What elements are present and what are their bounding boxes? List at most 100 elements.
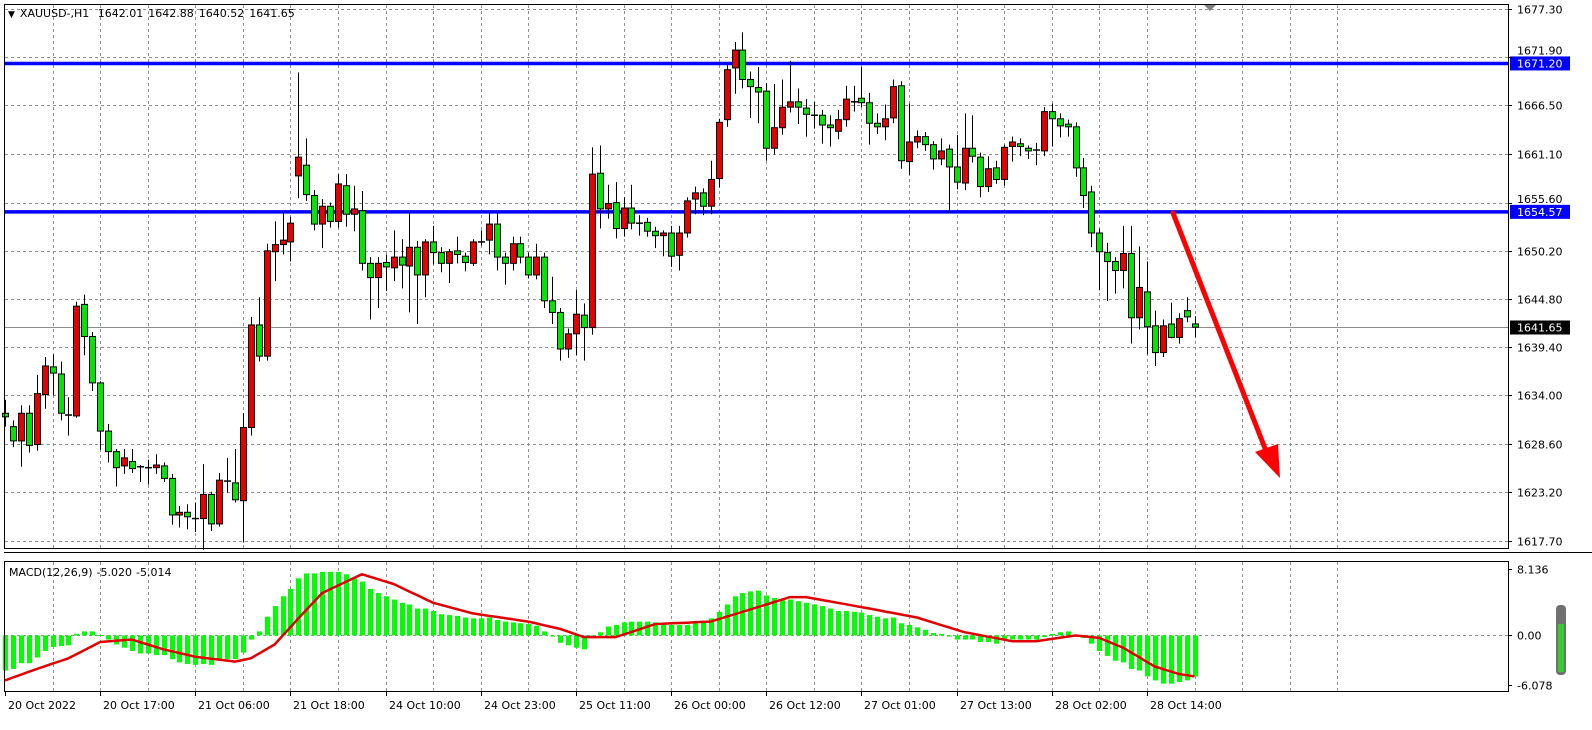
candle-body (58, 373, 65, 414)
triangle-down-icon[interactable]: ▼ (8, 10, 15, 20)
candle-body (42, 365, 49, 396)
macd-histogram-bar (907, 624, 912, 636)
macd-histogram-bar (653, 622, 658, 636)
indicator-scale-widget[interactable] (1556, 605, 1566, 675)
macd-histogram-bar (1161, 635, 1166, 684)
price-panel-frame (4, 4, 1509, 549)
macd-histogram-bar (622, 622, 627, 636)
candle-body (462, 255, 469, 263)
macd-histogram-bar (98, 635, 103, 637)
macd-histogram-bar (1050, 633, 1055, 636)
candle-body (1104, 252, 1111, 263)
candle (1001, 144, 1008, 186)
candle (383, 254, 390, 292)
candle (1041, 107, 1048, 157)
macd-histogram-bar (82, 631, 87, 636)
macd-histogram-bar (733, 596, 738, 636)
candle-body (430, 241, 437, 254)
macd-histogram-bar (1153, 635, 1158, 681)
candle (10, 420, 17, 448)
candle (541, 252, 548, 308)
macd-histogram-bar (368, 588, 373, 636)
candle (938, 138, 945, 166)
candle (406, 212, 413, 313)
level-price-badge (1510, 204, 1570, 219)
candle (851, 85, 858, 112)
macd-histogram-bar (241, 635, 246, 653)
macd-histogram-bar (344, 574, 349, 636)
macd-histogram-bar (883, 618, 888, 636)
candle-body (89, 336, 96, 384)
candle (248, 316, 255, 436)
candle-body (264, 250, 271, 357)
candle (708, 160, 715, 215)
candle (343, 174, 350, 227)
candle-body (589, 173, 596, 329)
candle (684, 197, 691, 238)
candle (303, 138, 310, 201)
candle-body (771, 127, 778, 149)
current-price-badge (1510, 320, 1570, 335)
macd-histogram-bar (74, 633, 79, 636)
candle-body (835, 119, 842, 132)
candle (533, 243, 540, 280)
candle-body (652, 230, 659, 237)
candle (866, 92, 873, 145)
macd-histogram-bar (463, 617, 468, 636)
macd-histogram-bar (645, 621, 650, 636)
candle (129, 448, 136, 474)
macd-histogram-bar (1089, 635, 1094, 644)
price-tick-label: 1661.10 (1517, 149, 1563, 162)
macd-histogram-bar (43, 635, 48, 651)
candle-body (906, 141, 913, 163)
candle (1176, 313, 1183, 344)
macd-histogram-bar (193, 635, 198, 665)
candle (930, 141, 937, 170)
candle (1033, 142, 1040, 166)
level-lines[interactable]: 1641.65 1671.20 1654.57 (5, 56, 1570, 335)
chart-shift-marker-icon[interactable] (1204, 5, 1216, 11)
candle (977, 152, 984, 198)
macd-histogram-bar (471, 618, 476, 636)
candle (1065, 119, 1072, 137)
candle-body (660, 232, 667, 237)
candle (113, 448, 120, 487)
candle (232, 448, 239, 503)
candle-body (700, 192, 707, 207)
candle (121, 448, 128, 474)
candle-body (858, 97, 865, 104)
candle-body (18, 412, 25, 442)
macd-histogram-bar (415, 608, 420, 636)
candle-body (874, 122, 881, 128)
candle (176, 506, 183, 528)
macd-histogram-bar (376, 593, 381, 636)
candle-body (161, 465, 168, 479)
candle-body (525, 256, 532, 276)
candle-body (628, 207, 635, 224)
candle (446, 249, 453, 283)
candle-body (1160, 325, 1167, 354)
candle-body (351, 208, 358, 215)
red-down-arrow[interactable] (1170, 210, 1280, 478)
candle-body (565, 333, 572, 350)
candle-body (26, 412, 33, 446)
price-tick-label: 1623.20 (1517, 487, 1563, 500)
candle-body (930, 144, 937, 160)
candle-body (486, 223, 493, 241)
macd-histogram-bar (296, 578, 301, 636)
candle-body (375, 262, 382, 279)
current-price-label: 1641.65 (1517, 322, 1563, 335)
candle (200, 464, 207, 550)
candle (787, 60, 794, 113)
candle-body (391, 256, 398, 269)
macd-histogram-bar (582, 635, 587, 650)
candle-body (969, 147, 976, 157)
macd-histogram-bar (3, 635, 8, 671)
candle (573, 290, 580, 356)
high-value: 1642.88 (148, 7, 194, 20)
candle (1049, 103, 1056, 147)
macd-histogram-bar (748, 591, 753, 636)
candle (311, 190, 318, 231)
macd-histogram-bar (11, 635, 16, 669)
